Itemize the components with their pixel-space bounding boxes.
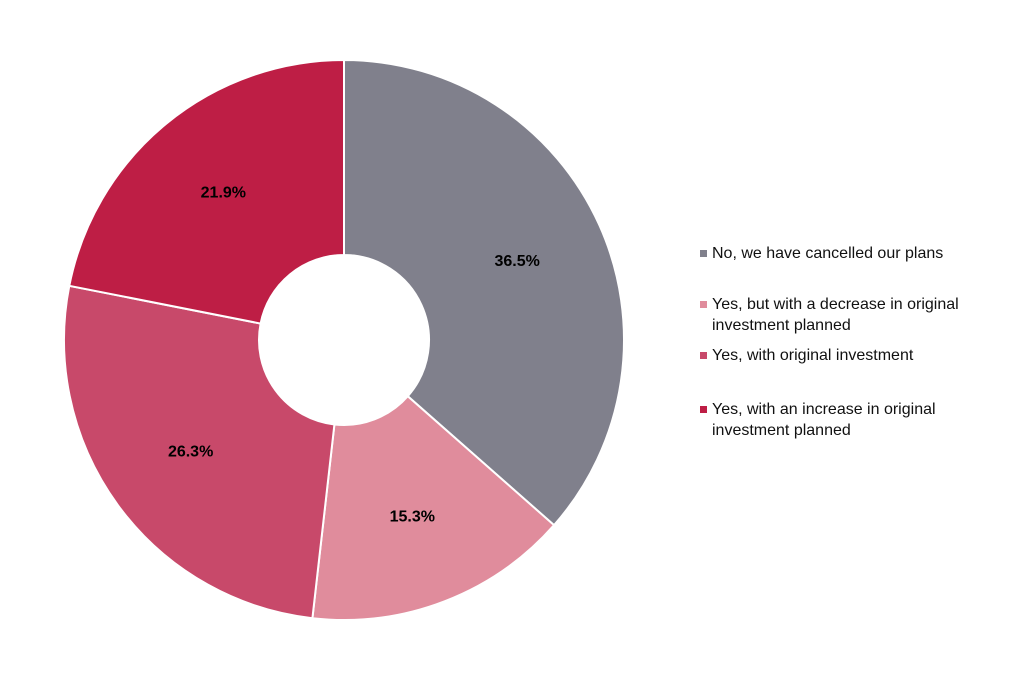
legend-item: Yes, with original investment [700, 345, 1012, 366]
legend-swatch [700, 406, 707, 413]
slice [68, 58, 345, 325]
legend-swatch [700, 250, 707, 257]
value-label: 15.3% [390, 509, 435, 526]
legend-swatch [700, 352, 707, 359]
value-label: 21.9% [201, 184, 246, 201]
legend-label: Yes, but with a decrease in original inv… [712, 296, 959, 334]
slice [63, 284, 336, 620]
legend-item: No, we have cancelled our plans [700, 243, 1012, 264]
slice [311, 394, 556, 621]
legend-label: Yes, with an increase in original invest… [712, 401, 936, 439]
legend-swatch [700, 301, 707, 308]
value-label: 26.3% [168, 443, 213, 460]
slice [343, 58, 625, 527]
legend-label: No, we have cancelled our plans [712, 245, 944, 262]
value-label: 36.5% [494, 253, 539, 270]
legend-item: Yes, with an increase in original invest… [700, 399, 1012, 441]
legend-label: Yes, with original investment [712, 347, 914, 364]
legend-item: Yes, but with a decrease in original inv… [700, 294, 1012, 336]
